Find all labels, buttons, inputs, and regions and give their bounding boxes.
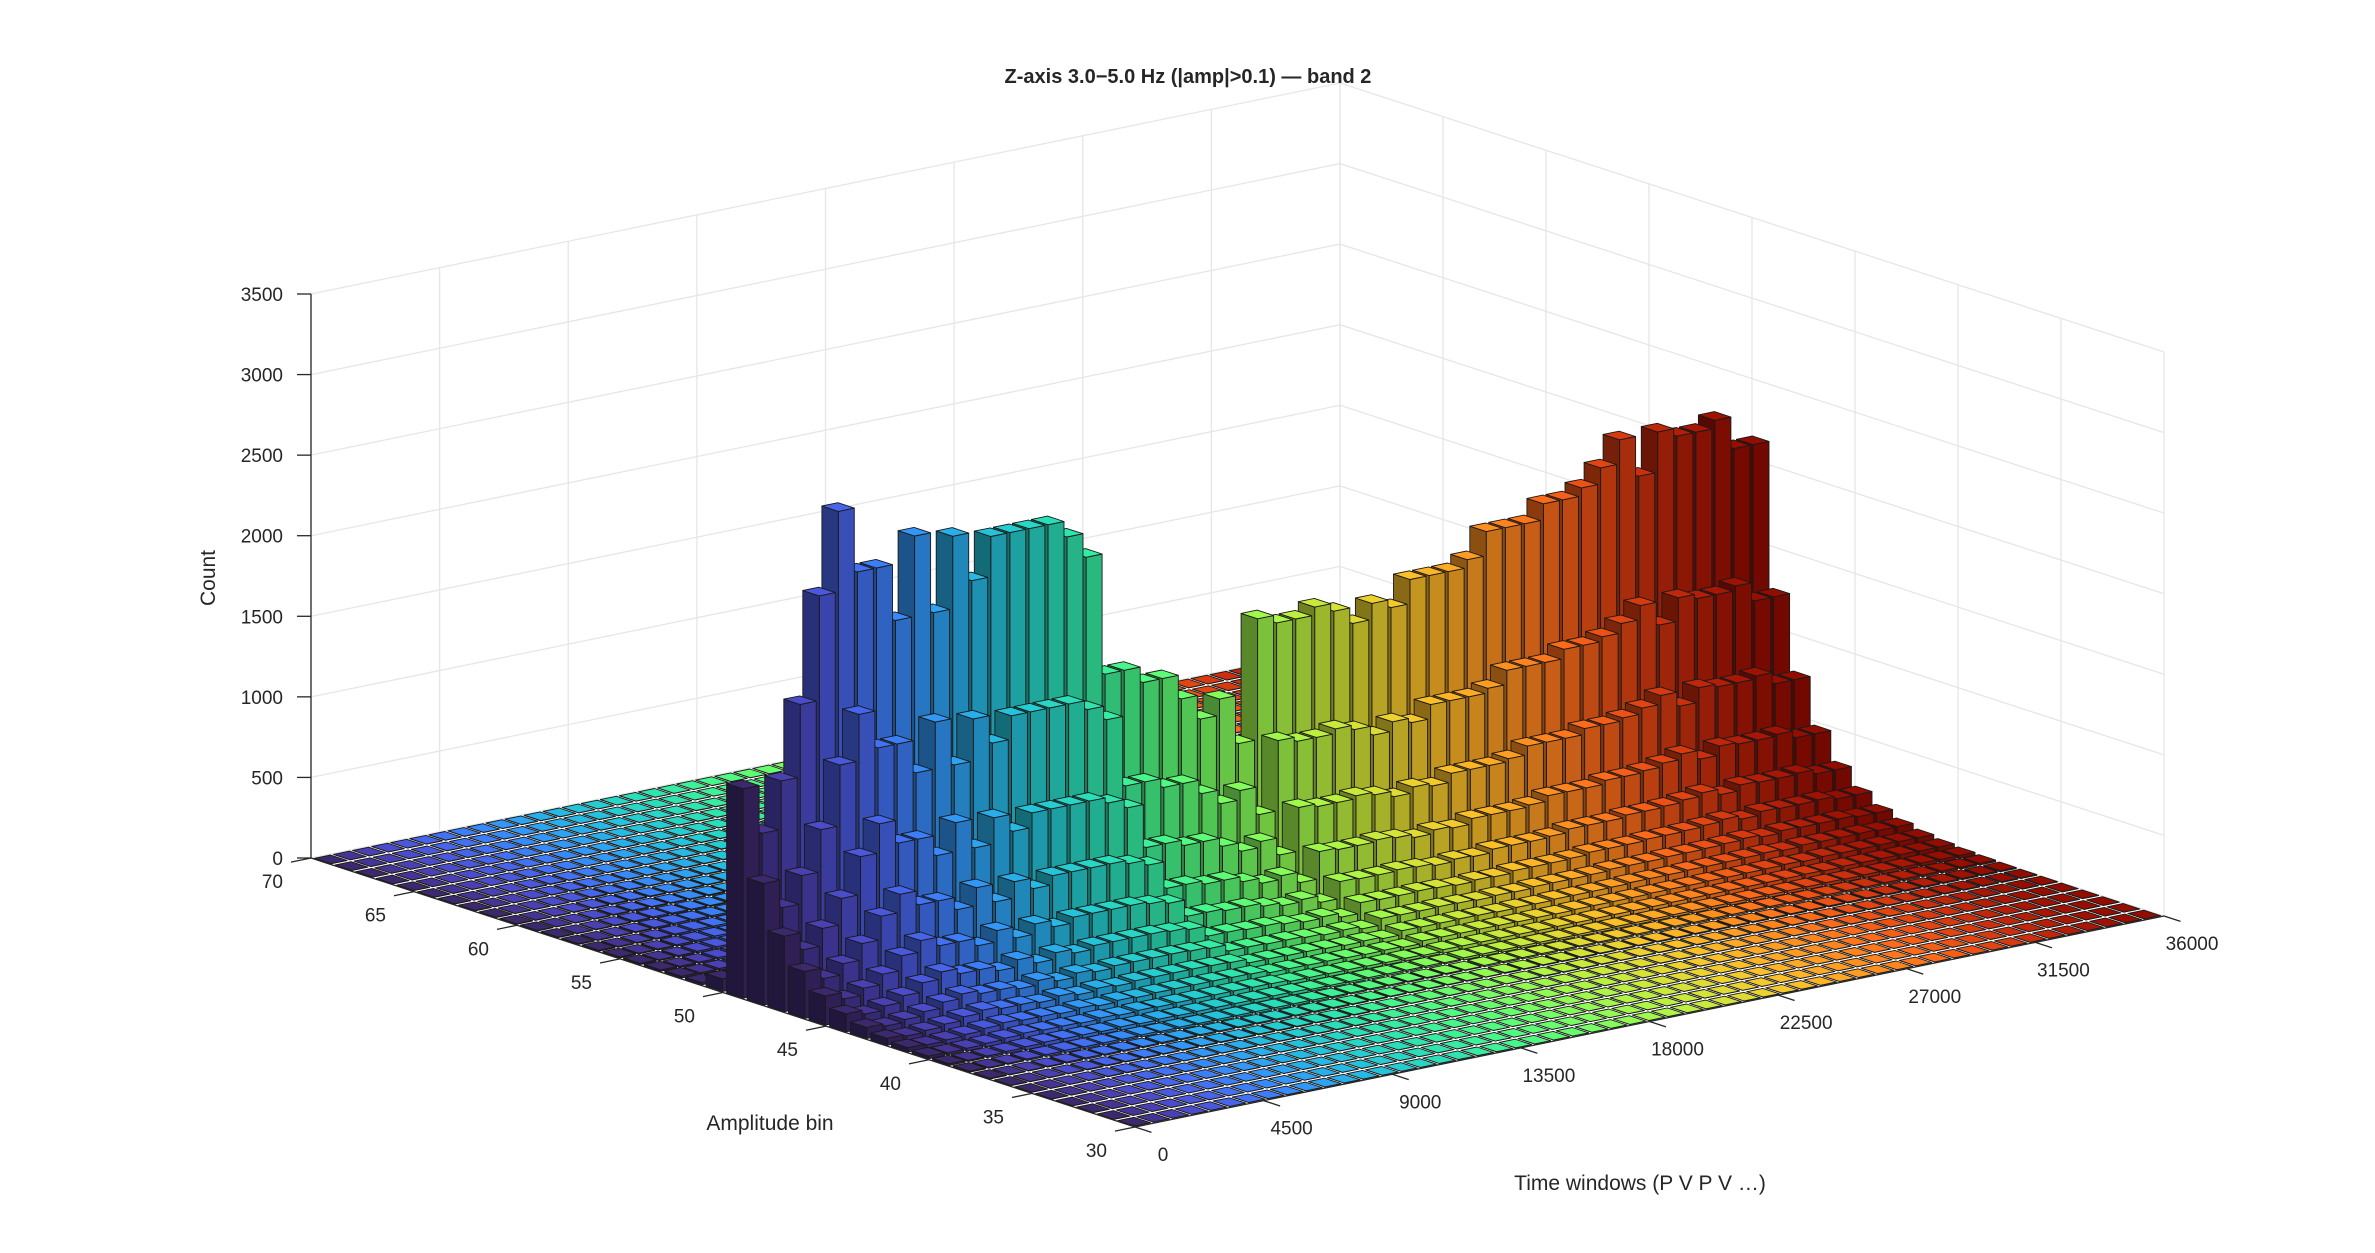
grid-line bbox=[311, 405, 2164, 674]
grid-line bbox=[311, 325, 2164, 594]
grid-line bbox=[311, 244, 2164, 513]
grid-line bbox=[311, 486, 2164, 755]
bar-side-face bbox=[727, 783, 744, 998]
bar-side-face bbox=[809, 991, 826, 1026]
grid-line bbox=[311, 164, 2164, 433]
bar-side-face bbox=[788, 966, 805, 1018]
bar-layer bbox=[315, 412, 2161, 1126]
bar-side-face bbox=[768, 931, 785, 1012]
grid-line bbox=[311, 83, 2164, 352]
bar-side-face bbox=[747, 878, 764, 1005]
